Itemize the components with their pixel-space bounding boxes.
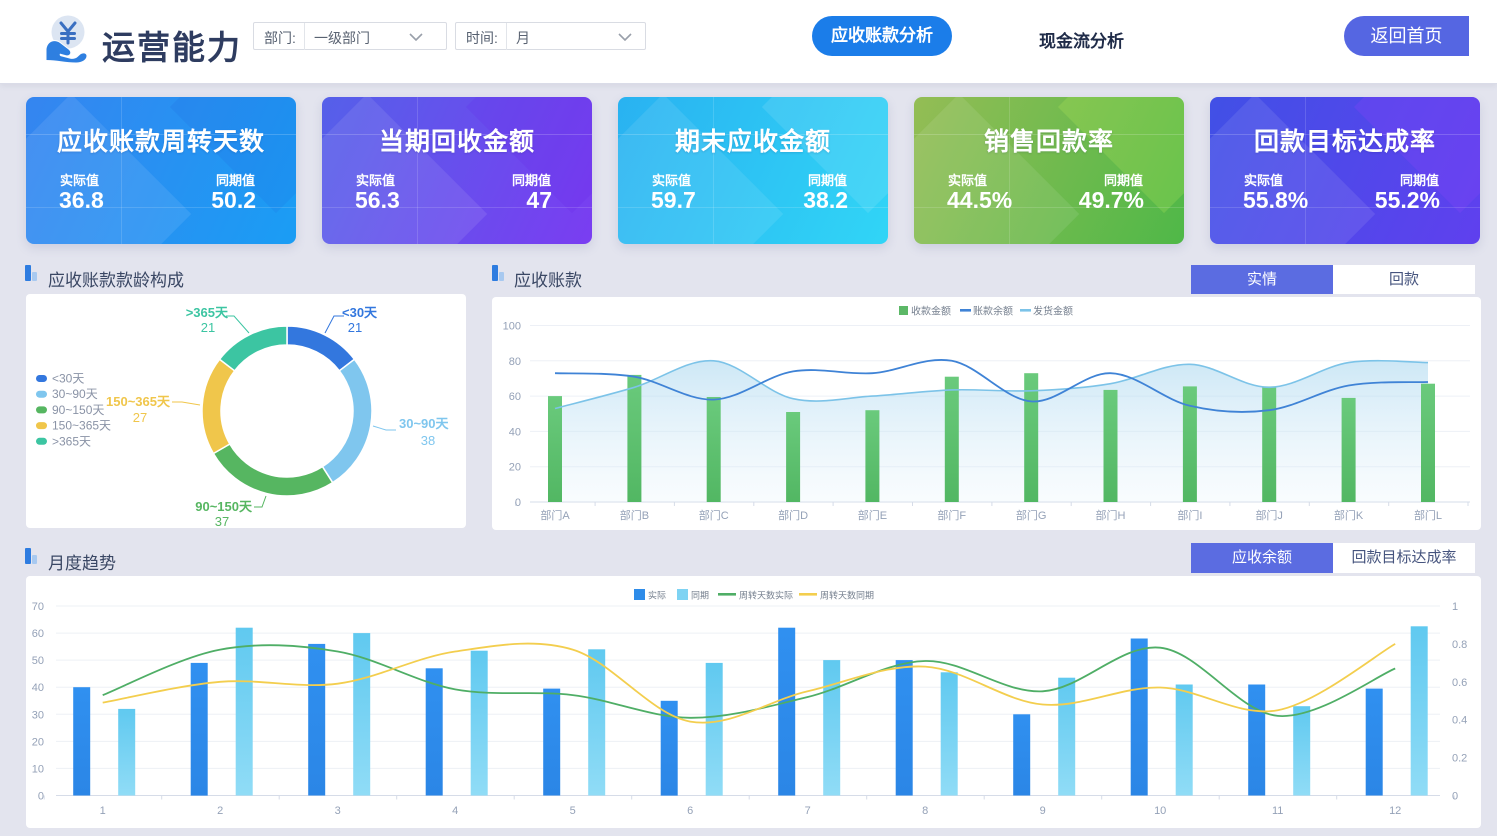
svg-text:40: 40 (32, 682, 44, 694)
svg-text:1: 1 (100, 805, 106, 817)
svg-text:部门L: 部门L (1414, 508, 1442, 522)
svg-text:<30天: <30天 (52, 372, 84, 386)
svg-text:周转天数同期: 周转天数同期 (820, 590, 874, 601)
svg-text:150~365天: 150~365天 (106, 394, 171, 409)
svg-text:30~90天: 30~90天 (52, 387, 98, 401)
svg-text:0: 0 (515, 497, 521, 509)
svg-text:同期: 同期 (691, 591, 709, 601)
svg-text:部门C: 部门C (699, 508, 729, 522)
svg-text:50: 50 (32, 655, 44, 667)
svg-text:部门F: 部门F (937, 508, 966, 522)
svg-text:90~150天: 90~150天 (195, 499, 253, 514)
svg-text:2: 2 (217, 805, 223, 817)
svg-text:20: 20 (32, 736, 44, 748)
svg-text:收款金额: 收款金额 (911, 305, 951, 318)
svg-text:60: 60 (32, 628, 44, 640)
svg-text:账款余额: 账款余额 (973, 305, 1013, 318)
svg-text:7: 7 (805, 805, 811, 817)
svg-text:40: 40 (509, 426, 521, 438)
svg-text:8: 8 (922, 805, 928, 817)
svg-text:38: 38 (421, 433, 435, 448)
svg-text:实际: 实际 (648, 590, 666, 601)
svg-text:部门I: 部门I (1177, 508, 1202, 522)
svg-text:0: 0 (1452, 791, 1458, 803)
svg-text:>365天: >365天 (186, 305, 229, 320)
svg-text:90~150天: 90~150天 (52, 403, 104, 417)
svg-text:发货金额: 发货金额 (1033, 305, 1073, 318)
svg-text:0.8: 0.8 (1452, 639, 1467, 651)
svg-text:0.4: 0.4 (1452, 715, 1467, 727)
svg-text:10: 10 (32, 763, 44, 775)
svg-text:1: 1 (1452, 601, 1458, 613)
svg-text:6: 6 (687, 805, 693, 817)
svg-text:>365天: >365天 (52, 434, 91, 448)
svg-text:部门G: 部门G (1016, 508, 1047, 522)
svg-text:12: 12 (1389, 805, 1401, 817)
svg-text:0: 0 (38, 791, 44, 803)
svg-text:4: 4 (452, 805, 458, 817)
svg-text:11: 11 (1272, 805, 1283, 817)
svg-text:30~90天: 30~90天 (399, 416, 450, 431)
svg-text:9: 9 (1040, 805, 1046, 817)
svg-text:部门H: 部门H (1096, 508, 1126, 522)
svg-text:30: 30 (32, 709, 44, 721)
svg-text:70: 70 (32, 601, 44, 613)
svg-text:5: 5 (570, 805, 576, 817)
svg-text:100: 100 (503, 321, 521, 333)
svg-text:10: 10 (1154, 805, 1166, 817)
svg-text:80: 80 (509, 356, 521, 368)
svg-text:20: 20 (509, 462, 521, 474)
svg-text:0.2: 0.2 (1452, 753, 1467, 765)
svg-text:21: 21 (201, 320, 215, 335)
svg-text:周转天数实际: 周转天数实际 (739, 590, 793, 601)
svg-text:<30天: <30天 (342, 305, 378, 320)
svg-text:21: 21 (348, 320, 362, 335)
svg-text:37: 37 (215, 514, 229, 529)
svg-text:27: 27 (133, 410, 147, 425)
svg-text:0.6: 0.6 (1452, 677, 1467, 689)
svg-text:部门D: 部门D (778, 508, 808, 522)
svg-text:部门E: 部门E (858, 508, 887, 522)
svg-text:150~365天: 150~365天 (52, 419, 111, 433)
svg-text:部门J: 部门J (1255, 508, 1283, 522)
svg-text:部门A: 部门A (540, 508, 570, 522)
svg-text:60: 60 (509, 391, 521, 403)
svg-text:3: 3 (335, 805, 341, 817)
svg-text:部门B: 部门B (620, 508, 649, 522)
svg-text:部门K: 部门K (1334, 508, 1364, 522)
